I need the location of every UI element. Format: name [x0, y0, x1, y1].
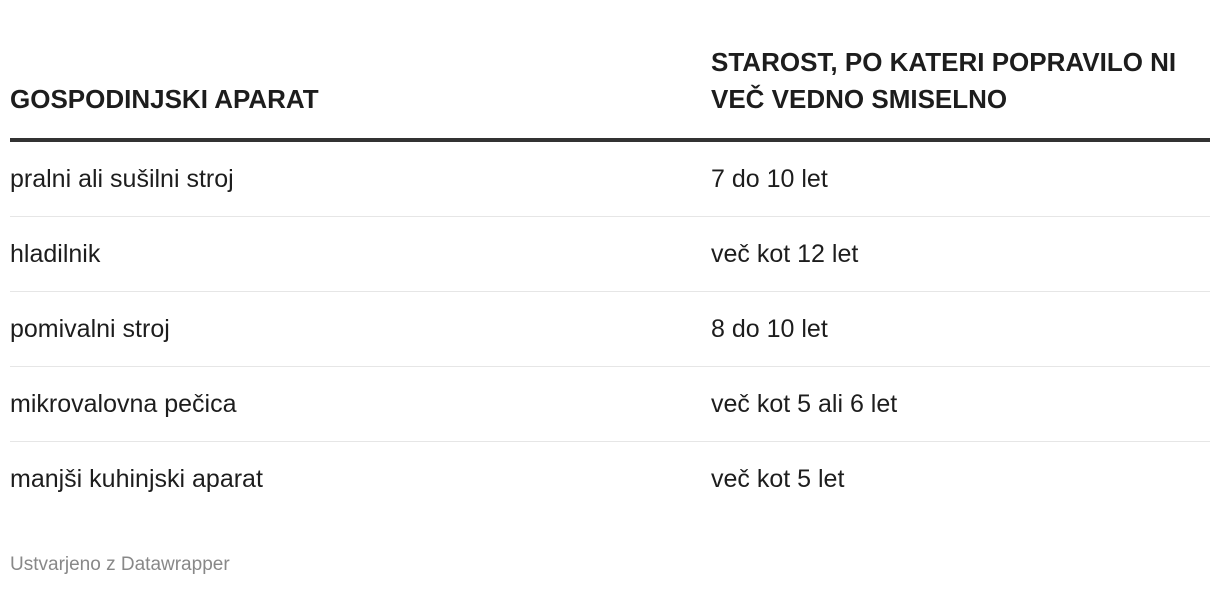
column-header-age: STAROST, PO KATERI POPRAVILO NI VEČ VEDN…: [711, 44, 1210, 142]
table-row: manjši kuhinjski aparat več kot 5 let: [10, 442, 1210, 517]
data-table: GOSPODINJSKI APARAT STAROST, PO KATERI P…: [10, 44, 1210, 516]
table-row: mikrovalovna pečica več kot 5 ali 6 let: [10, 366, 1210, 442]
cell-age: več kot 5 ali 6 let: [711, 366, 1210, 442]
cell-appliance: pomivalni stroj: [10, 291, 711, 367]
cell-age: 8 do 10 let: [711, 291, 1210, 367]
cell-appliance: hladilnik: [10, 216, 711, 292]
table-row: pralni ali sušilni stroj 7 do 10 let: [10, 140, 1210, 217]
table-row: hladilnik več kot 12 let: [10, 216, 1210, 292]
table-row: pomivalni stroj 8 do 10 let: [10, 291, 1210, 367]
cell-appliance: mikrovalovna pečica: [10, 366, 711, 442]
cell-age: 7 do 10 let: [711, 140, 1210, 217]
cell-age: več kot 12 let: [711, 216, 1210, 292]
column-header-appliance: GOSPODINJSKI APARAT: [10, 44, 711, 142]
cell-age: več kot 5 let: [711, 465, 845, 493]
footer-credit: Ustvarjeno z Datawrapper: [10, 554, 230, 575]
cell-appliance: pralni ali sušilni stroj: [10, 140, 711, 217]
header-row: GOSPODINJSKI APARAT STAROST, PO KATERI P…: [10, 44, 1210, 142]
cell-appliance: manjši kuhinjski aparat: [10, 465, 263, 493]
